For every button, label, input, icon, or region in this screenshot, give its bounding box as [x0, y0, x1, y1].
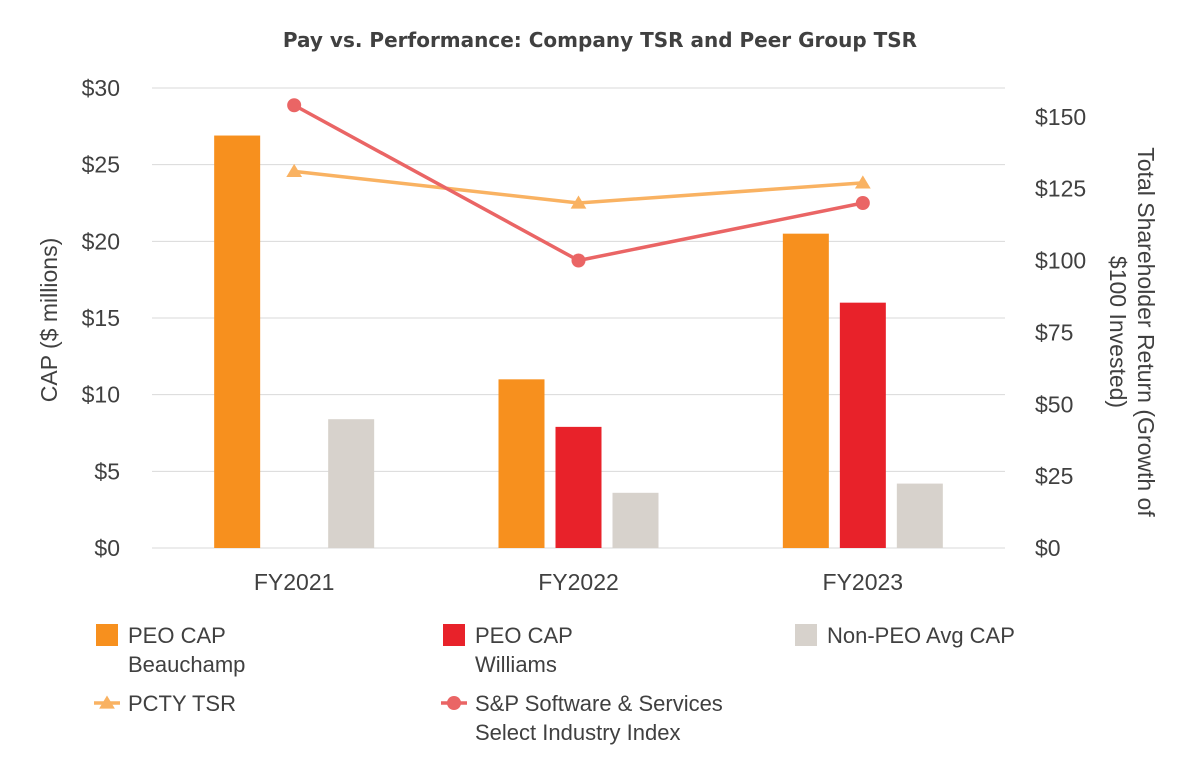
- y-axis-label: CAP ($ millions): [36, 238, 62, 402]
- y-tick-label: $10: [82, 382, 120, 408]
- legend-item: S&P Software & Services Select Industry I…: [441, 691, 723, 745]
- legend-label: PEO CAP: [475, 623, 573, 648]
- y2-tick-label: $0: [1035, 535, 1061, 561]
- legend-label: Beauchamp: [128, 652, 245, 677]
- y2-tick-label: $75: [1035, 319, 1073, 345]
- tsr-lines: [286, 98, 871, 268]
- line-point: [570, 195, 587, 209]
- x-tick-label: FY2021: [254, 569, 335, 595]
- y2-tick-label: $50: [1035, 391, 1073, 417]
- y-tick-label: $25: [82, 152, 120, 178]
- bar: [214, 135, 261, 549]
- y2-tick-label: $100: [1035, 248, 1086, 274]
- legend-swatch: [443, 624, 465, 646]
- line-point: [286, 163, 303, 177]
- legend-swatch: [96, 624, 118, 646]
- y-tick-label: $30: [82, 75, 120, 101]
- line-point: [571, 253, 586, 268]
- legend-item: PCTY TSR: [94, 691, 236, 716]
- y2-tick-label: $25: [1035, 463, 1073, 489]
- legend: PEO CAP Beauchamp PEO CAP Williams Non-PEO A…: [94, 623, 1015, 745]
- y2-tick-label: $125: [1035, 176, 1086, 202]
- x-tick-label: FY2022: [538, 569, 619, 595]
- y-tick-label: $15: [82, 305, 120, 331]
- legend-item: PEO CAP Williams: [443, 623, 573, 677]
- bar: [839, 302, 886, 548]
- bar: [328, 419, 375, 548]
- y2-tick-label: $150: [1035, 104, 1086, 130]
- legend-label: S&P Software & Services: [475, 691, 723, 716]
- right-axis-ticks: $0 $25 $50 $75 $100 $125 $150: [1035, 104, 1086, 561]
- legend-label: Select Industry Index: [475, 720, 680, 745]
- legend-label: PEO CAP: [128, 623, 226, 648]
- y-tick-label: $0: [94, 535, 120, 561]
- legend-item: PEO CAP Beauchamp: [96, 623, 245, 677]
- bar: [612, 492, 659, 548]
- bar: [896, 483, 943, 548]
- legend-swatch: [795, 624, 817, 646]
- y-tick-label: $5: [94, 458, 120, 484]
- bar: [498, 379, 545, 548]
- left-axis-ticks: $0 $5 $10 $15 $20 $25 $30: [82, 75, 120, 561]
- legend-marker: [447, 696, 461, 710]
- line-point: [855, 196, 870, 210]
- chart-title: Pay vs. Performance: Company TSR and Pee…: [283, 28, 917, 52]
- line-point: [854, 175, 871, 189]
- legend-label: Non-PEO Avg CAP: [827, 623, 1015, 648]
- x-axis-ticks: FY2021 FY2022 FY2023: [254, 569, 903, 595]
- y2-axis-label-line1: Total Shareholder Return (Growth of: [1133, 147, 1159, 517]
- line-point: [287, 98, 302, 113]
- bar: [555, 426, 602, 548]
- legend-marker: [99, 695, 115, 709]
- x-tick-label: FY2023: [823, 569, 904, 595]
- series-line: [293, 103, 864, 263]
- y2-axis-label-line2: $100 Invested): [1105, 256, 1131, 408]
- legend-label: Williams: [475, 652, 557, 677]
- bars: [214, 135, 943, 549]
- y-tick-label: $20: [82, 228, 120, 254]
- legend-item: Non-PEO Avg CAP: [795, 623, 1015, 648]
- bar: [782, 233, 829, 548]
- legend-label: PCTY TSR: [128, 691, 236, 716]
